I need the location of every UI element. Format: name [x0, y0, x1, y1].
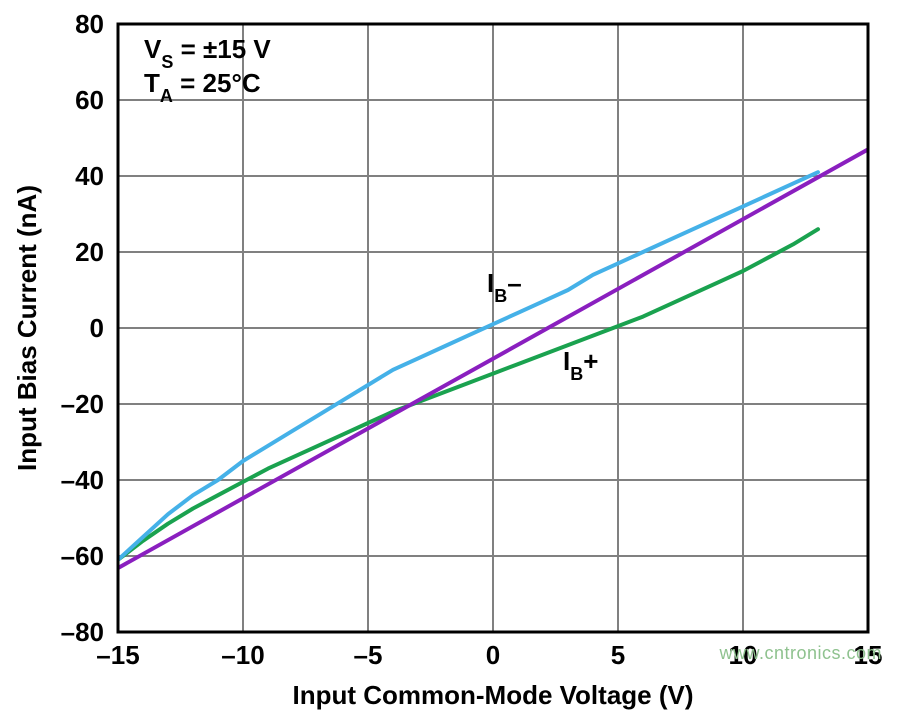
chart-container: –15–10–5051015–80–60–40–20020406080Input…: [0, 0, 900, 719]
y-tick-label: 0: [90, 313, 104, 343]
watermark: www.cntronics.com: [719, 643, 882, 664]
y-tick-label: –60: [61, 541, 104, 571]
y-tick-label: 60: [75, 85, 104, 115]
y-tick-label: 40: [75, 161, 104, 191]
x-tick-label: 0: [486, 640, 500, 670]
y-tick-label: 80: [75, 9, 104, 39]
y-tick-label: –80: [61, 617, 104, 647]
line-chart: –15–10–5051015–80–60–40–20020406080Input…: [0, 0, 900, 719]
x-axis-label: Input Common-Mode Voltage (V): [292, 680, 693, 710]
x-tick-label: 5: [611, 640, 625, 670]
y-tick-label: –20: [61, 389, 104, 419]
y-tick-label: –40: [61, 465, 104, 495]
x-tick-label: –10: [221, 640, 264, 670]
x-tick-label: –5: [354, 640, 383, 670]
y-tick-label: 20: [75, 237, 104, 267]
y-axis-label: Input Bias Current (nA): [12, 185, 42, 471]
